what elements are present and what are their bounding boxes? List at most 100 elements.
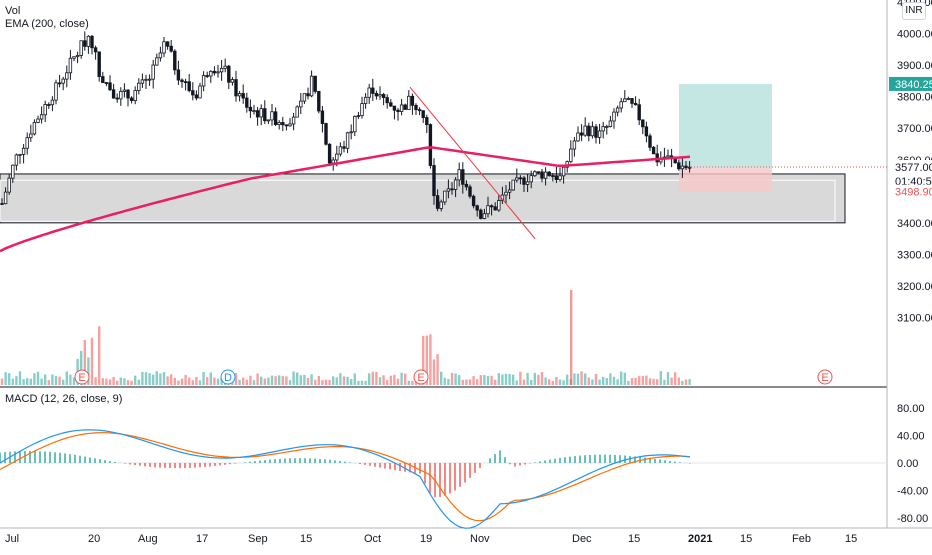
candle-body (433, 166, 436, 196)
volume-bar (242, 378, 244, 385)
volume-bar (379, 377, 381, 385)
volume-bar (138, 380, 140, 385)
volume-bar (552, 381, 554, 385)
macd-histogram-bar (234, 463, 236, 464)
volume-bar (134, 376, 136, 385)
volume-bar (152, 375, 154, 385)
volume-bar (282, 376, 284, 385)
volume-bar (163, 372, 165, 385)
candle-body (404, 105, 407, 110)
volume-bar (501, 374, 503, 385)
volume-bar (580, 371, 582, 385)
macd-histogram-bar (489, 458, 491, 463)
volume-bar (210, 372, 212, 385)
macd-histogram-bar (284, 459, 286, 463)
candle-body (444, 191, 447, 202)
candle-body (368, 88, 371, 97)
volume-bar (534, 373, 536, 385)
event-marker-label: E (821, 372, 828, 384)
macd-histogram-bar (144, 463, 146, 466)
candle-body (544, 172, 547, 178)
candle-body (98, 52, 101, 77)
volume-bar (303, 375, 305, 385)
volume-bar (516, 380, 518, 385)
macd-histogram-bar (324, 459, 326, 463)
macd-histogram-bar (654, 459, 656, 463)
macd-histogram-bar (229, 463, 231, 464)
volume-bar (649, 378, 651, 385)
candle-body (674, 158, 677, 162)
volume-bar (458, 375, 460, 385)
candle-body (102, 77, 105, 83)
macd-histogram-bar (374, 463, 376, 467)
candle-body (4, 192, 7, 204)
macd-histogram-bar (299, 458, 301, 463)
macd-histogram-bar (514, 463, 516, 467)
candle-body (598, 131, 601, 137)
volume-bar (681, 381, 683, 385)
volume-bar (627, 381, 629, 385)
volume-bar (289, 380, 291, 385)
macd-histogram-bar (339, 461, 341, 463)
candle-body (429, 125, 432, 166)
volume-bar (660, 371, 662, 385)
candle-body (292, 117, 295, 124)
time-tick-label: 2021 (688, 533, 712, 545)
macd-histogram-bar (364, 463, 366, 465)
candle-body (476, 206, 479, 210)
macd-legend-label: MACD (12, 26, close, 9) (5, 393, 122, 405)
candle-body (678, 163, 681, 169)
volume-bar (393, 375, 395, 385)
candle-body (483, 214, 486, 219)
volume-bar (44, 374, 46, 385)
candle-body (62, 79, 65, 83)
price-tick-label: 3300.00 (897, 249, 932, 261)
macd-histogram-bar (664, 460, 666, 463)
volume-bar (206, 377, 208, 385)
target-price-badge: 3840.25 (895, 79, 932, 91)
candle-body (156, 58, 159, 65)
candle-body (472, 196, 475, 205)
volume-bar (66, 371, 68, 385)
volume-bar (181, 379, 183, 385)
volume-bar (156, 371, 158, 385)
macd-histogram-bar (419, 463, 421, 474)
macd-histogram-bar (574, 456, 576, 463)
volume-bar (192, 380, 194, 385)
macd-histogram-bar (0, 453, 1, 463)
candle-body (343, 147, 346, 149)
macd-histogram-bar (179, 463, 181, 468)
volume-bar (508, 374, 510, 385)
macd-histogram-bar (204, 463, 206, 467)
macd-histogram-bar (359, 463, 361, 464)
candle-body (253, 111, 256, 112)
macd-histogram-bar (594, 455, 596, 463)
macd-histogram-bar (124, 463, 126, 464)
macd-histogram-bar (524, 463, 526, 464)
macd-tick-label: 80.00 (897, 403, 925, 415)
volume-bar (184, 375, 186, 385)
volume-bar (400, 373, 402, 385)
candle-body (202, 76, 205, 86)
volume-bar (195, 377, 197, 385)
time-tick-label: 15 (628, 533, 640, 545)
macd-histogram-bar (334, 460, 336, 463)
macd-histogram-bar (294, 458, 296, 463)
volume-bar (505, 374, 507, 385)
candle-body (51, 100, 54, 105)
candle-body (267, 120, 270, 121)
macd-histogram-bar (154, 463, 156, 467)
volume-bar (591, 379, 593, 385)
candle-body (573, 141, 576, 149)
candle-body (418, 110, 421, 111)
macd-histogram-bar (269, 460, 271, 463)
candle-body (570, 149, 573, 162)
candle-body (436, 196, 439, 209)
currency-button[interactable]: INR (902, 2, 926, 20)
price-tick-label: 3100.00 (897, 313, 932, 325)
volume-bar (339, 373, 341, 385)
macd-histogram-bar (549, 460, 551, 463)
price-tick-label: 4000.00 (897, 29, 932, 41)
